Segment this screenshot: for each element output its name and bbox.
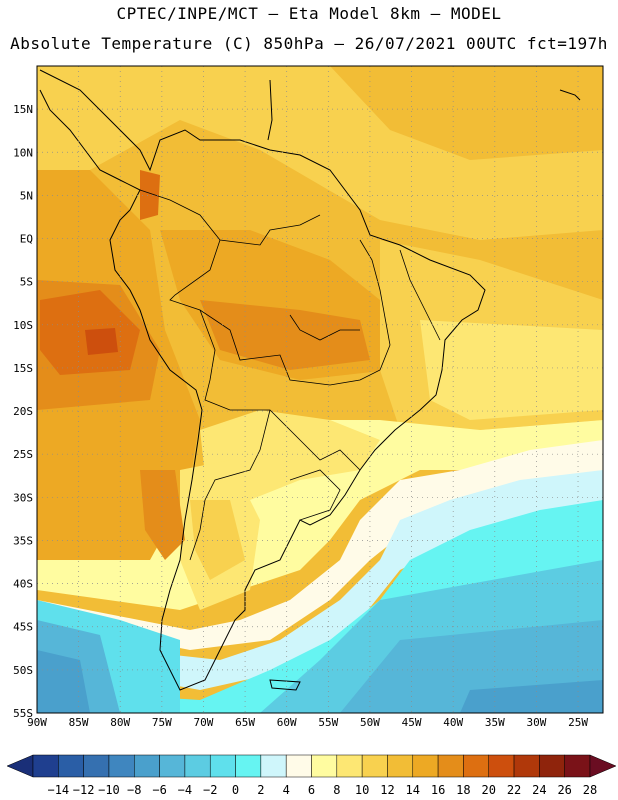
map-title-line1: CPTEC/INPE/MCT – Eta Model 8km – MODEL — [116, 4, 502, 23]
colorbar-swatch — [260, 754, 287, 778]
lat-label: EQ — [20, 233, 33, 246]
colorbar-label: 26 — [557, 783, 571, 797]
lat-label: 20S — [13, 405, 33, 418]
colorbar-swatch — [184, 754, 211, 778]
colorbar-swatch — [32, 754, 59, 778]
colorbar-label: −10 — [98, 783, 120, 797]
colorbar-label: 16 — [431, 783, 445, 797]
colorbar-label: 4 — [283, 783, 290, 797]
colorbar-swatch — [58, 754, 84, 778]
colorbar-swatch — [539, 754, 565, 778]
colorbar-label: 22 — [507, 783, 521, 797]
colorbar-label: −12 — [73, 783, 95, 797]
colorbar-swatch — [564, 754, 591, 778]
colorbar-label: −14 — [47, 783, 69, 797]
colorbar-swatch — [159, 754, 186, 778]
lat-label: 5N — [20, 189, 33, 202]
lon-label: 35W — [485, 716, 505, 729]
colorbar-label: 12 — [380, 783, 394, 797]
lon-label: 80W — [110, 716, 130, 729]
lon-label: 65W — [235, 716, 255, 729]
lon-label: 30W — [526, 716, 546, 729]
latitude-labels: 15N 10N 5N EQ 5S 10S 15S 20S 25S 30S 35S 40S 45S 50S 5… — [13, 103, 33, 720]
colorbar-label: 14 — [406, 783, 420, 797]
lon-label: 55W — [318, 716, 338, 729]
lat-label: 15N — [13, 103, 33, 116]
colorbar-swatch — [235, 754, 262, 778]
lon-label: 85W — [69, 716, 89, 729]
lon-label: 45W — [402, 716, 422, 729]
colorbar-low-arrow — [6, 754, 34, 778]
lat-label: 55S — [13, 707, 33, 720]
colorbar-swatch — [209, 754, 236, 778]
country-borders — [139, 189, 441, 561]
lon-label: 90W — [27, 716, 47, 729]
lon-label: 70W — [194, 716, 214, 729]
lon-label: 75W — [152, 716, 172, 729]
colorbar-label: −6 — [152, 783, 166, 797]
coastline — [39, 69, 581, 691]
colorbar-label: −8 — [127, 783, 141, 797]
colorbar-label: 0 — [232, 783, 239, 797]
lat-label: 45S — [13, 621, 33, 634]
lon-label: 60W — [277, 716, 297, 729]
lat-label: 35S — [13, 534, 33, 547]
colorbar-label: −2 — [203, 783, 217, 797]
lat-label: 15S — [13, 362, 33, 375]
colorbar-swatch — [361, 754, 388, 778]
colorbar-high-arrow — [589, 754, 617, 778]
colorbar-swatch — [311, 754, 338, 778]
lat-label: 25S — [13, 448, 33, 461]
longitude-labels: 90W 85W 80W 75W 70W 65W 60W 55W 50W 45W 40W 35W 30W 2… — [27, 716, 588, 729]
colorbar-swatch — [387, 754, 414, 778]
map-title-line2: Absolute Temperature (C) 850hPa – 26/07/… — [10, 34, 608, 53]
colorbar-swatch — [488, 754, 515, 778]
lat-label: 10N — [13, 146, 33, 159]
lon-label: 25W — [568, 716, 588, 729]
colorbar-swatch — [83, 754, 110, 778]
colorbar-label: 8 — [333, 783, 340, 797]
colorbar-swatch — [437, 754, 464, 778]
colorbar-swatch — [463, 754, 489, 778]
colorbar-label: 28 — [583, 783, 597, 797]
lon-label: 40W — [443, 716, 463, 729]
lat-label: 10S — [13, 319, 33, 332]
colorbar-label: −4 — [178, 783, 192, 797]
lat-label: 40S — [13, 578, 33, 591]
colorbar-label: 20 — [482, 783, 496, 797]
colorbar-swatch — [108, 754, 135, 778]
colorbar-swatch — [513, 754, 540, 778]
map-frame — [36, 65, 604, 714]
colorbar-label: 2 — [257, 783, 264, 797]
temperature-field — [37, 66, 603, 713]
lon-label: 50W — [360, 716, 380, 729]
colorbar: −14 −12 −10 −8 −6 −4 −2 0 2 4 6 8 10 12 14 16 18 20 22 24 26… — [6, 754, 617, 797]
colorbar-swatch — [134, 754, 160, 778]
colorbar-label: 6 — [308, 783, 315, 797]
lat-label: 5S — [20, 276, 33, 289]
colorbar-swatch — [285, 754, 312, 778]
colorbar-label: 10 — [355, 783, 369, 797]
colorbar-swatch — [336, 754, 363, 778]
colorbar-swatch — [412, 754, 439, 778]
colorbar-label: 24 — [532, 783, 546, 797]
lat-label: 50S — [13, 664, 33, 677]
lat-label: 30S — [13, 491, 33, 504]
colorbar-label: 18 — [456, 783, 470, 797]
